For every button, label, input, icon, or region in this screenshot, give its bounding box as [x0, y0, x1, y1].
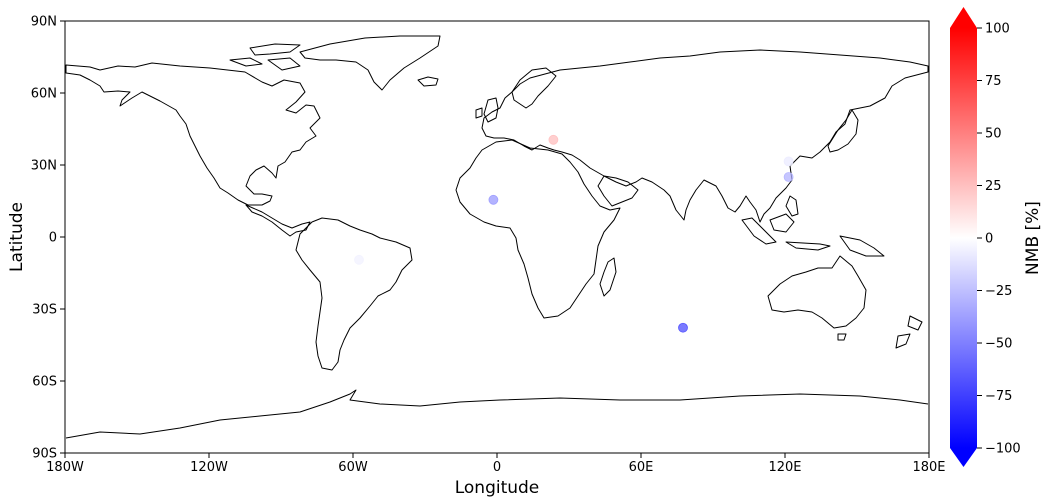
y-axis-label: Latitude — [7, 202, 27, 272]
colorbar-tick-label: 100 — [985, 22, 1010, 37]
coastline-arabia — [597, 175, 639, 207]
coastline-madagascar — [599, 257, 617, 297]
coastline-japan — [827, 109, 859, 153]
y-tick-label: 90N — [31, 15, 57, 30]
y-axis-ticks: 90N 60N 30N 0 30S 60S 90S — [31, 15, 65, 462]
coastline-eurasia — [481, 49, 929, 223]
x-tick-label: 180E — [912, 460, 945, 475]
coastline-greenland — [299, 35, 441, 91]
x-tick-label: 0 — [493, 460, 501, 475]
x-tick-label: 120W — [190, 460, 228, 475]
colorbar-tick-label: −75 — [985, 389, 1012, 404]
colorbar-ticks: 100 75 50 25 0 −25 −50 −75 −100 — [977, 22, 1021, 457]
y-tick-label: 0 — [49, 231, 57, 246]
coastline-great-britain — [475, 97, 499, 123]
coastline-antarctica — [65, 389, 929, 439]
x-axis-ticks: 180W 120W 60W 0 60E 120E 180E — [46, 453, 946, 475]
colorbar-tick-label: 75 — [985, 74, 1002, 89]
colorbar-tick-label: −100 — [985, 442, 1021, 457]
colorbar-extend-high — [950, 7, 977, 28]
data-point — [783, 172, 794, 182]
colorbar-label: NMB [%] — [1023, 201, 1043, 275]
data-point — [354, 254, 364, 265]
coastlines — [65, 35, 929, 439]
y-tick-label: 60S — [32, 375, 57, 390]
coastline-tasmania-nz — [837, 315, 923, 349]
x-tick-label: 60W — [338, 460, 368, 475]
colorbar-extend-low — [950, 448, 977, 467]
map-frame — [64, 20, 930, 454]
coastline-north-america — [65, 62, 321, 206]
coastline-australia — [767, 255, 867, 329]
data-point — [678, 322, 688, 333]
colorbar: 100 75 50 25 0 −25 −50 −75 −100 NMB [%] — [950, 7, 1043, 467]
y-tick-label: 90S — [32, 447, 57, 462]
colorbar-tick-label: 50 — [985, 127, 1002, 142]
colorbar-gradient — [950, 28, 977, 448]
coastline-scandinavia — [511, 67, 557, 109]
colorbar-tick-label: −25 — [985, 284, 1012, 299]
coastline-arctic-islands — [229, 43, 301, 71]
colorbar-tick-label: 0 — [985, 232, 993, 247]
x-tick-label: 60E — [629, 460, 654, 475]
y-tick-label: 30S — [32, 303, 57, 318]
y-tick-label: 30N — [31, 159, 57, 174]
y-tick-label: 60N — [31, 87, 57, 102]
coastline-central-america — [245, 204, 311, 237]
x-tick-label: 180W — [46, 460, 84, 475]
data-points — [354, 134, 794, 333]
colorbar-tick-label: 25 — [985, 179, 1002, 194]
x-tick-label: 120E — [768, 460, 801, 475]
coastline-maritime-asia — [741, 195, 885, 257]
coastline-africa — [455, 139, 621, 319]
coastline-south-america — [295, 217, 413, 371]
data-point — [548, 134, 559, 145]
x-axis-label: Longitude — [455, 478, 540, 498]
colorbar-tick-label: −50 — [985, 337, 1012, 352]
coastline-iceland — [417, 76, 439, 87]
data-point — [488, 194, 499, 205]
data-point — [783, 156, 794, 167]
